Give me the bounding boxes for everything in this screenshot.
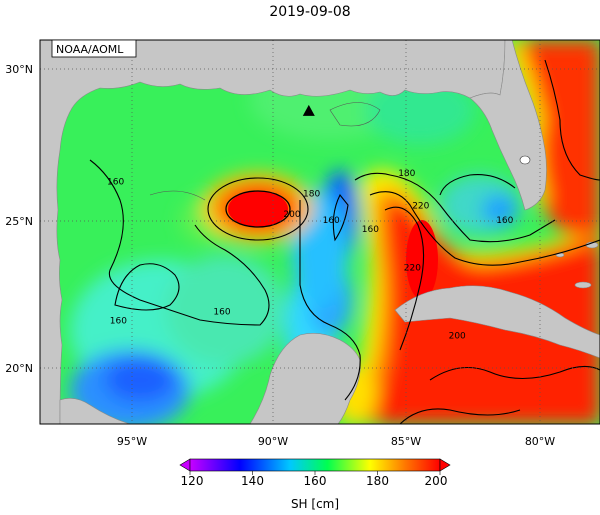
contour-label: 200 (283, 210, 300, 220)
contour-200-eddy (225, 190, 291, 228)
contour-label: 160 (323, 216, 340, 226)
contour-160-west (89, 159, 270, 326)
contour-label: 160 (107, 178, 124, 188)
contour-label: 160 (110, 317, 127, 327)
mexico-south-coast (59, 398, 131, 424)
contour-gulfstream (544, 59, 600, 181)
map-title: 2019-09-08 (269, 4, 350, 20)
contour-label: 180 (303, 190, 320, 200)
contour-160-small (114, 263, 180, 311)
colorbar-label: SH [cm] (291, 497, 339, 511)
plot-frame (39, 39, 600, 425)
contour-label: 220 (412, 201, 429, 211)
contour-label: 200 (449, 331, 466, 341)
yucatan-peninsula (249, 333, 361, 424)
buoy-triangle-marker (302, 104, 315, 116)
contour-160-low (332, 193, 349, 242)
us-mexico-coast (40, 40, 506, 424)
contour-caribbean (429, 365, 600, 381)
agency-label: NOAA/AOML (56, 43, 124, 56)
lat-label-25n: 25°N (5, 215, 33, 228)
land-masses (40, 40, 600, 424)
contour-caribbean-2 (399, 408, 521, 424)
contour-200-loop (369, 191, 600, 266)
agency-label-box: NOAA/AOML (51, 39, 137, 58)
colorbar: 120 140 160 180 200 SH [cm] (179, 458, 451, 511)
colorbar-tick: 180 (366, 474, 389, 488)
contour-label: 180 (398, 169, 415, 179)
colorbar-tick: 120 (181, 474, 204, 488)
colorbar-tick: 160 (304, 474, 327, 488)
colorbar-low-arrow (179, 458, 191, 472)
contour-lines (89, 59, 600, 424)
contour-thin (149, 190, 206, 201)
contour-220 (384, 206, 425, 351)
cuba (394, 285, 600, 359)
colorbar-gradient (189, 458, 441, 472)
lat-label-20n: 20°N (5, 362, 33, 375)
contour-label: 160 (362, 225, 379, 235)
lon-label-80w: 80°W (525, 435, 555, 448)
florida-peninsula (469, 40, 547, 211)
contour-180-eddy (207, 177, 309, 241)
lon-label-95w: 95°W (117, 435, 147, 448)
lon-label-90w: 90°W (258, 435, 288, 448)
lake-okeechobee (519, 155, 531, 165)
contour-160-east (439, 173, 516, 196)
colorbar-high-arrow (439, 458, 451, 472)
colorbar-tick: 140 (241, 474, 264, 488)
contour-north (329, 102, 381, 127)
island (574, 281, 592, 289)
lat-label-30n: 30°N (5, 63, 33, 76)
contour-160-center (299, 199, 361, 401)
lat-lon-grid (40, 40, 600, 424)
contour-label: 160 (213, 308, 230, 318)
contour-180-loop (354, 172, 556, 243)
lon-label-85w: 85°W (391, 435, 421, 448)
colorbar-tick: 200 (425, 474, 448, 488)
contour-label: 220 (404, 263, 421, 273)
